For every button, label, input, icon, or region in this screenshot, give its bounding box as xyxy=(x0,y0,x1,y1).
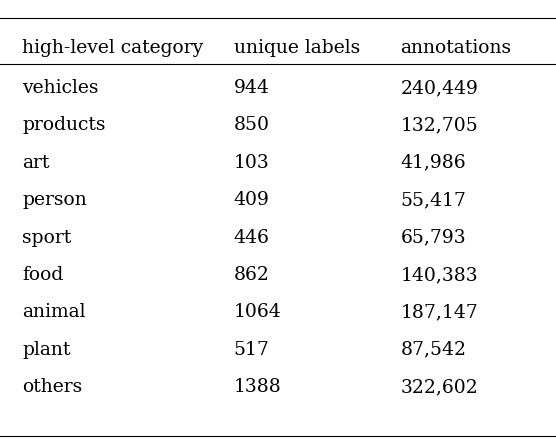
Text: unique labels: unique labels xyxy=(234,40,360,57)
Text: plant: plant xyxy=(22,341,71,359)
Text: others: others xyxy=(22,378,82,396)
Text: person: person xyxy=(22,191,87,209)
Text: 944: 944 xyxy=(234,79,270,97)
Text: 1064: 1064 xyxy=(234,304,281,321)
Text: 862: 862 xyxy=(234,266,270,284)
Text: art: art xyxy=(22,154,49,172)
Text: 187,147: 187,147 xyxy=(400,304,478,321)
Text: 103: 103 xyxy=(234,154,269,172)
Text: 850: 850 xyxy=(234,117,270,134)
Text: 87,542: 87,542 xyxy=(400,341,466,359)
Text: 1388: 1388 xyxy=(234,378,281,396)
Text: vehicles: vehicles xyxy=(22,79,99,97)
Text: 132,705: 132,705 xyxy=(400,117,478,134)
Text: 55,417: 55,417 xyxy=(400,191,466,209)
Text: 409: 409 xyxy=(234,191,270,209)
Text: sport: sport xyxy=(22,229,72,246)
Text: animal: animal xyxy=(22,304,86,321)
Text: 446: 446 xyxy=(234,229,270,246)
Text: products: products xyxy=(22,117,106,134)
Text: 240,449: 240,449 xyxy=(400,79,478,97)
Text: annotations: annotations xyxy=(400,40,512,57)
Text: 41,986: 41,986 xyxy=(400,154,466,172)
Text: high-level category: high-level category xyxy=(22,40,203,57)
Text: 517: 517 xyxy=(234,341,270,359)
Text: 140,383: 140,383 xyxy=(400,266,478,284)
Text: 65,793: 65,793 xyxy=(400,229,466,246)
Text: food: food xyxy=(22,266,63,284)
Text: 322,602: 322,602 xyxy=(400,378,478,396)
